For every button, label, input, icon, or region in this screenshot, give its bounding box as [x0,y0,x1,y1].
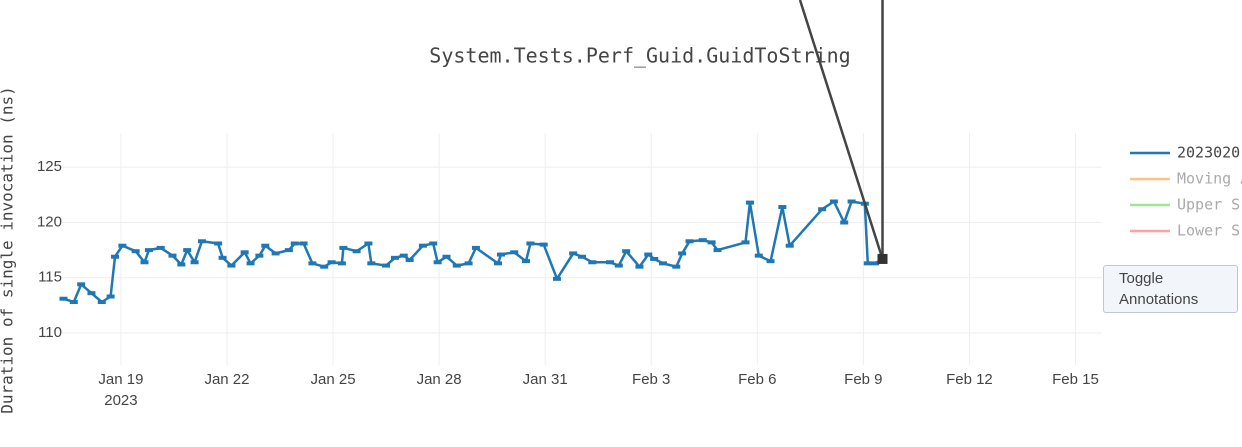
annotation-arrow [798,0,884,260]
x-tick-label: Jan 28 [417,371,462,388]
x-tick-label: Jan 31 [523,371,568,388]
chart-title: System.Tests.Perf_Guid.GuidToString [429,44,850,68]
toggle-annotations-button[interactable]: Toggle Annotations [1103,265,1238,313]
x-tick-label: Feb 12 [946,371,993,388]
annotation-marker [877,253,888,264]
x-tick-label: Feb 3 [632,371,670,388]
y-tick-label: 125 [37,158,62,175]
legend-label: Lower S [1177,222,1240,240]
legend-label: 2023020 [1177,144,1240,162]
legend-label: Upper S [1177,196,1240,214]
x-tick-label: Jan 22 [204,371,249,388]
x-year-label: 2023 [104,392,137,409]
x-tick-label: Feb 6 [738,371,776,388]
x-tick-label: Jan 19 [98,371,143,388]
x-tick-label: Jan 25 [311,371,356,388]
y-axis-title: Duration of single invocation (ns) [0,86,17,414]
y-tick-label: 110 [38,324,62,341]
legend-label: Moving A [1177,170,1242,188]
series-line [63,200,884,304]
x-tick-label: Feb 9 [844,371,882,388]
y-tick-label: 120 [37,213,62,230]
x-tick-label: Feb 15 [1052,371,1099,388]
y-tick-label: 115 [38,269,62,286]
